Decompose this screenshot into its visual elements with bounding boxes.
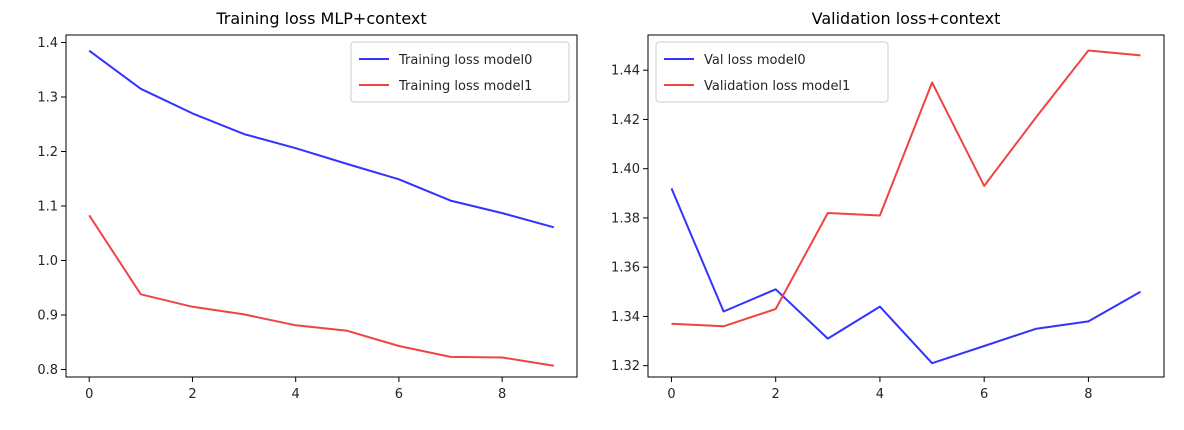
chart-panel-1: Validation loss+context 0 2 4 6 8 1.32 1.34 1.36… <box>611 9 1165 402</box>
x-tick-label: 6 <box>980 387 988 402</box>
legend-box <box>655 41 889 103</box>
x-tick-label: 4 <box>876 387 884 402</box>
x-tick-label: 8 <box>1084 387 1092 402</box>
legend-label: Val loss model0 <box>704 53 806 68</box>
y-tick-label: 1.36 <box>611 261 640 276</box>
y-tick-label: 1.32 <box>611 359 640 374</box>
series-line-1 <box>671 49 1141 328</box>
y-tick-label: 1.42 <box>611 113 640 128</box>
legend-box <box>350 41 570 103</box>
y-tick-label: 0.8 <box>37 363 58 378</box>
y-tick-label: 1.40 <box>611 162 640 177</box>
legend-label: Validation loss model1 <box>704 79 850 94</box>
x-tick-label: 2 <box>188 387 196 402</box>
x-tick-label: 4 <box>292 387 300 402</box>
y-tick-label: 1.44 <box>611 64 640 79</box>
x-tick-label: 2 <box>772 387 780 402</box>
chart-title: Training loss MLP+context <box>215 9 426 28</box>
x-tick-label: 8 <box>498 387 506 402</box>
x-tick-label: 6 <box>395 387 403 402</box>
legend: Val loss model0 Validation loss model1 <box>655 41 889 103</box>
series-line-0 <box>670 188 1141 365</box>
legend-label: Training loss model1 <box>398 79 532 94</box>
y-tick-label: 1.38 <box>611 211 640 226</box>
y-tick-label: 1.4 <box>37 36 58 51</box>
series-line-1 <box>88 214 554 367</box>
series-line-0 <box>88 49 555 229</box>
x-tick-label: 0 <box>85 387 93 402</box>
x-tick-label: 0 <box>667 387 675 402</box>
y-tick-label: 1.1 <box>37 200 58 215</box>
y-tick-label: 1.2 <box>37 145 58 160</box>
y-tick-label: 1.34 <box>611 310 640 325</box>
legend-label: Training loss model0 <box>398 53 532 68</box>
legend: Training loss model0 Training loss model1 <box>350 41 570 103</box>
y-tick-label: 1.3 <box>37 91 58 106</box>
chart-title: Validation loss+context <box>812 9 1001 28</box>
plot-frame <box>647 34 1165 378</box>
chart-panel-0: Training loss MLP+context 0 2 4 6 8 0.8 0.9 1.0 1… <box>37 9 578 402</box>
y-tick-label: 1.0 <box>37 254 58 269</box>
y-tick-label: 0.9 <box>37 308 58 323</box>
